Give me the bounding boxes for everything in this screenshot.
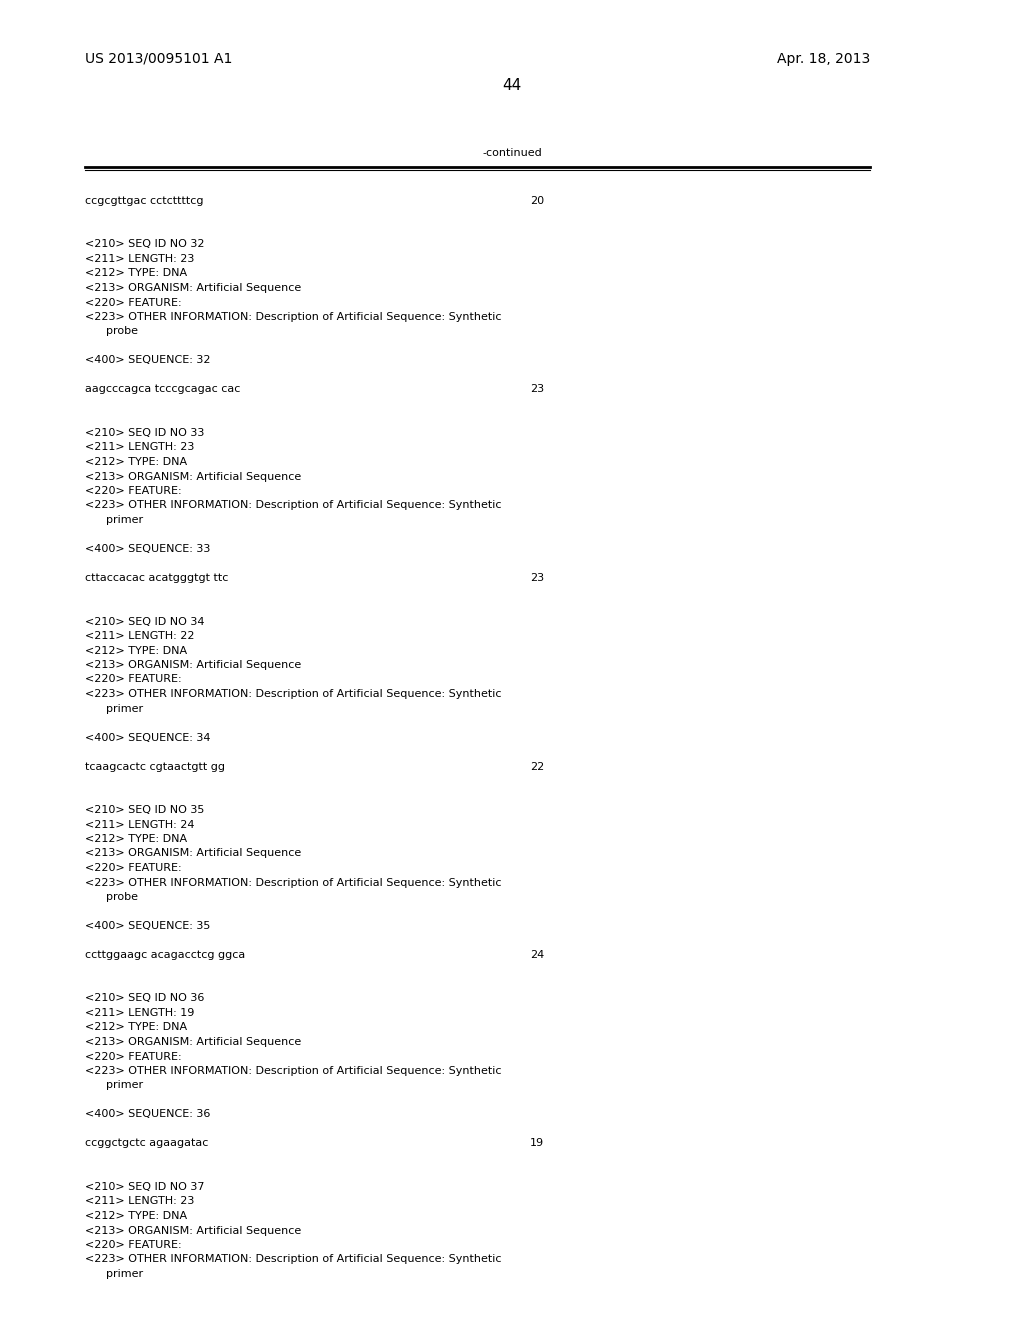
Text: <211> LENGTH: 24: <211> LENGTH: 24	[85, 820, 195, 829]
Text: <400> SEQUENCE: 35: <400> SEQUENCE: 35	[85, 921, 210, 931]
Text: primer: primer	[85, 515, 143, 525]
Text: tcaagcactc cgtaactgtt gg: tcaagcactc cgtaactgtt gg	[85, 762, 225, 771]
Text: -continued: -continued	[482, 148, 542, 158]
Text: <223> OTHER INFORMATION: Description of Artificial Sequence: Synthetic: <223> OTHER INFORMATION: Description of …	[85, 1254, 502, 1265]
Text: <223> OTHER INFORMATION: Description of Artificial Sequence: Synthetic: <223> OTHER INFORMATION: Description of …	[85, 1067, 502, 1076]
Text: <210> SEQ ID NO 33: <210> SEQ ID NO 33	[85, 428, 205, 438]
Text: <211> LENGTH: 23: <211> LENGTH: 23	[85, 442, 195, 453]
Text: <212> TYPE: DNA: <212> TYPE: DNA	[85, 1210, 187, 1221]
Text: primer: primer	[85, 1269, 143, 1279]
Text: <220> FEATURE:: <220> FEATURE:	[85, 1052, 181, 1061]
Text: 44: 44	[503, 78, 521, 92]
Text: <212> TYPE: DNA: <212> TYPE: DNA	[85, 645, 187, 656]
Text: <400> SEQUENCE: 32: <400> SEQUENCE: 32	[85, 355, 211, 366]
Text: <212> TYPE: DNA: <212> TYPE: DNA	[85, 1023, 187, 1032]
Text: <213> ORGANISM: Artificial Sequence: <213> ORGANISM: Artificial Sequence	[85, 660, 301, 671]
Text: ccggctgctc agaagatac: ccggctgctc agaagatac	[85, 1138, 208, 1148]
Text: ccgcgttgac cctcttttcg: ccgcgttgac cctcttttcg	[85, 195, 204, 206]
Text: <210> SEQ ID NO 32: <210> SEQ ID NO 32	[85, 239, 205, 249]
Text: primer: primer	[85, 704, 143, 714]
Text: <400> SEQUENCE: 34: <400> SEQUENCE: 34	[85, 733, 211, 742]
Text: <220> FEATURE:: <220> FEATURE:	[85, 675, 181, 685]
Text: <213> ORGANISM: Artificial Sequence: <213> ORGANISM: Artificial Sequence	[85, 471, 301, 482]
Text: Apr. 18, 2013: Apr. 18, 2013	[777, 51, 870, 66]
Text: <212> TYPE: DNA: <212> TYPE: DNA	[85, 457, 187, 467]
Text: <220> FEATURE:: <220> FEATURE:	[85, 486, 181, 496]
Text: 22: 22	[530, 762, 544, 771]
Text: <210> SEQ ID NO 34: <210> SEQ ID NO 34	[85, 616, 205, 627]
Text: <223> OTHER INFORMATION: Description of Artificial Sequence: Synthetic: <223> OTHER INFORMATION: Description of …	[85, 689, 502, 700]
Text: <223> OTHER INFORMATION: Description of Artificial Sequence: Synthetic: <223> OTHER INFORMATION: Description of …	[85, 312, 502, 322]
Text: 20: 20	[530, 195, 544, 206]
Text: probe: probe	[85, 326, 138, 337]
Text: <211> LENGTH: 23: <211> LENGTH: 23	[85, 253, 195, 264]
Text: <213> ORGANISM: Artificial Sequence: <213> ORGANISM: Artificial Sequence	[85, 282, 301, 293]
Text: <400> SEQUENCE: 33: <400> SEQUENCE: 33	[85, 544, 210, 554]
Text: 24: 24	[530, 950, 544, 960]
Text: <213> ORGANISM: Artificial Sequence: <213> ORGANISM: Artificial Sequence	[85, 849, 301, 858]
Text: <220> FEATURE:: <220> FEATURE:	[85, 863, 181, 873]
Text: <210> SEQ ID NO 36: <210> SEQ ID NO 36	[85, 994, 205, 1003]
Text: <223> OTHER INFORMATION: Description of Artificial Sequence: Synthetic: <223> OTHER INFORMATION: Description of …	[85, 878, 502, 887]
Text: <212> TYPE: DNA: <212> TYPE: DNA	[85, 268, 187, 279]
Text: 23: 23	[530, 573, 544, 583]
Text: <210> SEQ ID NO 35: <210> SEQ ID NO 35	[85, 805, 205, 814]
Text: 23: 23	[530, 384, 544, 395]
Text: aagcccagca tcccgcagac cac: aagcccagca tcccgcagac cac	[85, 384, 241, 395]
Text: US 2013/0095101 A1: US 2013/0095101 A1	[85, 51, 232, 66]
Text: primer: primer	[85, 1081, 143, 1090]
Text: <211> LENGTH: 23: <211> LENGTH: 23	[85, 1196, 195, 1206]
Text: 19: 19	[530, 1138, 544, 1148]
Text: probe: probe	[85, 892, 138, 902]
Text: <223> OTHER INFORMATION: Description of Artificial Sequence: Synthetic: <223> OTHER INFORMATION: Description of …	[85, 500, 502, 511]
Text: <220> FEATURE:: <220> FEATURE:	[85, 1239, 181, 1250]
Text: <213> ORGANISM: Artificial Sequence: <213> ORGANISM: Artificial Sequence	[85, 1038, 301, 1047]
Text: <400> SEQUENCE: 36: <400> SEQUENCE: 36	[85, 1110, 210, 1119]
Text: cttaccacac acatgggtgt ttc: cttaccacac acatgggtgt ttc	[85, 573, 228, 583]
Text: <211> LENGTH: 22: <211> LENGTH: 22	[85, 631, 195, 642]
Text: <211> LENGTH: 19: <211> LENGTH: 19	[85, 1008, 195, 1018]
Text: <212> TYPE: DNA: <212> TYPE: DNA	[85, 834, 187, 843]
Text: <213> ORGANISM: Artificial Sequence: <213> ORGANISM: Artificial Sequence	[85, 1225, 301, 1236]
Text: ccttggaagc acagacctcg ggca: ccttggaagc acagacctcg ggca	[85, 950, 246, 960]
Text: <220> FEATURE:: <220> FEATURE:	[85, 297, 181, 308]
Text: <210> SEQ ID NO 37: <210> SEQ ID NO 37	[85, 1181, 205, 1192]
